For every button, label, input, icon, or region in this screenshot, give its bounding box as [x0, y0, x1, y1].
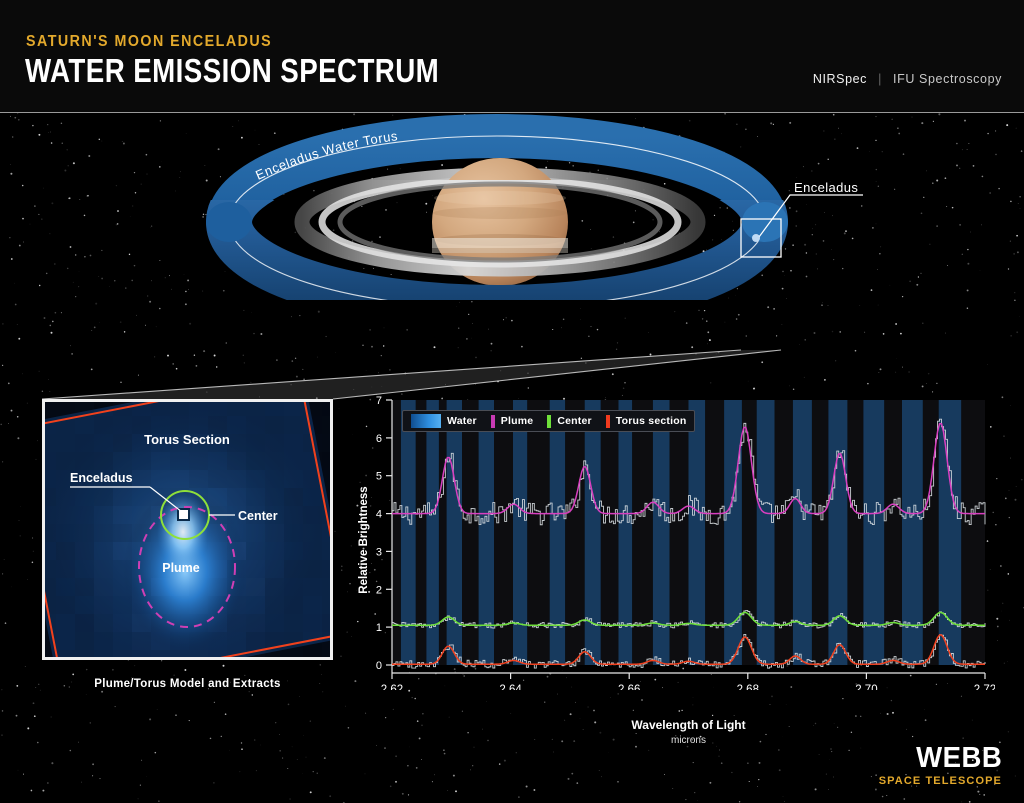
instrument-name: NIRSpec [812, 72, 868, 86]
plume-outline [138, 506, 236, 628]
svg-text:7: 7 [376, 395, 382, 407]
chart-series-group [392, 418, 986, 669]
legend-label: Water [447, 415, 477, 427]
instrument-mode: IFU Spectroscopy [893, 72, 1002, 86]
observed-trace-torus-section [392, 633, 986, 669]
legend-label: Torus section [615, 415, 687, 427]
webb-logo: WEBB SPACE TELESCOPE [878, 742, 1002, 788]
header-bar: SATURN'S MOON ENCELADUS WATER EMISSION S… [0, 0, 1024, 113]
model-trace-torus-section [392, 634, 985, 665]
torus-left-lobe [206, 202, 252, 242]
enceladus-label-leader [149, 486, 183, 513]
enceladus-marker [177, 508, 190, 521]
svg-text:3: 3 [376, 546, 382, 558]
svg-text:6: 6 [376, 433, 382, 445]
svg-text:2.72: 2.72 [974, 684, 995, 690]
legend-item-center[interactable]: Center [547, 414, 592, 428]
enceladus-moon-dot [752, 234, 760, 242]
legend-swatch-2 [547, 414, 552, 428]
y-axis-label: Relative Brightness [358, 486, 370, 593]
instrument-divider: | [878, 72, 882, 86]
svg-text:5: 5 [376, 471, 382, 483]
header-divider [0, 112, 1024, 113]
inset-canvas: Torus Section Enceladus Center Plume [45, 402, 330, 657]
webb-logo-subtitle: SPACE TELESCOPE [878, 775, 1002, 787]
legend-label: Center [557, 415, 592, 427]
svg-text:2.68: 2.68 [737, 684, 759, 690]
torus-orbit-line-back [233, 135, 761, 205]
water-model-bands [392, 400, 985, 665]
legend-item-torus-section[interactable]: Torus section [605, 414, 687, 428]
svg-text:2: 2 [376, 584, 382, 596]
instrument-label: NIRSpec | IFU Spectroscopy [813, 72, 1002, 86]
svg-text:0: 0 [376, 660, 382, 672]
saturn-illustration: Enceladus Water Torus Enceladus [206, 114, 863, 300]
inset-caption: Plume/Torus Model and Extracts [94, 678, 281, 690]
inset-label-plume: Plume [162, 561, 200, 575]
model-trace-plume [392, 423, 985, 515]
inset-label-enceladus: Enceladus [70, 471, 133, 485]
enceladus-label: Enceladus [794, 180, 858, 195]
legend-item-plume[interactable]: Plume [490, 414, 534, 428]
spectrum-chart: 0 1 2 3 4 5 6 7 2.62 2.64 2.66 2.68 2.70 2.72 Relativ… [358, 395, 995, 690]
legend-swatch-0 [411, 414, 441, 428]
svg-text:4: 4 [376, 509, 382, 521]
webb-logo-name: WEBB [915, 742, 1002, 774]
plume-torus-inset: Torus Section Enceladus Center Plume [42, 399, 333, 660]
svg-text:2.64: 2.64 [499, 684, 522, 690]
saturn-planet [432, 158, 568, 286]
torus-section-outline [45, 402, 330, 657]
legend-item-water[interactable]: Water [411, 414, 477, 428]
ring-plane-highlight [432, 238, 568, 253]
enceladus-callout-box [740, 218, 782, 258]
legend-swatch-3 [605, 414, 610, 428]
model-trace-center [392, 611, 985, 626]
legend-label: Plume [500, 415, 534, 427]
torus-right-lobe [742, 202, 788, 242]
chart-axes: 0 1 2 3 4 5 6 7 2.62 2.64 2.66 2.68 2.70 2.72 [376, 395, 995, 690]
svg-text:1: 1 [376, 622, 382, 634]
page-title: WATER EMISSION SPECTRUM [25, 52, 440, 89]
chart-legend: Water Plume Center Torus section [402, 410, 696, 432]
legend-swatch-1 [490, 414, 495, 428]
svg-text:2.70: 2.70 [855, 684, 877, 690]
kicker-text: SATURN'S MOON ENCELADUS [26, 33, 273, 50]
x-axis-unit: microns [670, 735, 706, 746]
enceladus-leader-line [758, 194, 863, 238]
x-axis-label: Wavelength of Light [631, 718, 746, 732]
inset-label-torus-section: Torus Section [144, 432, 230, 447]
saturn-rings-front [294, 180, 706, 277]
svg-text:2.62: 2.62 [381, 684, 403, 690]
svg-text:2.66: 2.66 [618, 684, 640, 690]
inset-label-center: Center [238, 509, 278, 523]
